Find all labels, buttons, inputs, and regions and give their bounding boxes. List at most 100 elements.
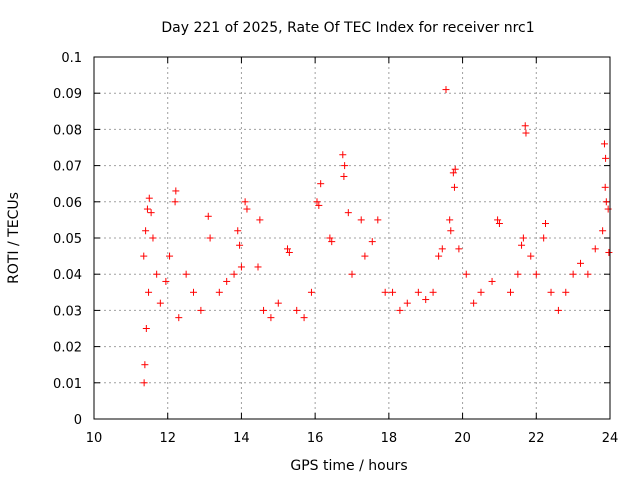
data-point xyxy=(368,238,376,246)
data-point xyxy=(145,288,153,296)
data-point xyxy=(143,205,151,213)
data-point xyxy=(237,263,245,271)
data-point xyxy=(197,306,205,314)
data-point xyxy=(446,216,454,224)
data-point xyxy=(285,248,293,256)
data-point xyxy=(315,201,323,209)
data-point xyxy=(447,227,455,235)
data-point xyxy=(341,162,349,170)
y-tick-label: 0.09 xyxy=(53,87,82,102)
data-point xyxy=(601,183,609,191)
data-points xyxy=(140,86,613,387)
data-point xyxy=(422,296,430,304)
data-point xyxy=(455,245,463,253)
data-point xyxy=(442,86,450,94)
x-tick-label: 12 xyxy=(159,431,176,446)
x-tick-label: 14 xyxy=(233,431,250,446)
y-tick-label: 0.1 xyxy=(61,51,82,66)
data-point xyxy=(153,270,161,278)
data-point xyxy=(477,288,485,296)
data-point xyxy=(514,270,522,278)
x-tick-label: 24 xyxy=(602,431,619,446)
data-point xyxy=(554,306,562,314)
data-point xyxy=(540,234,548,242)
data-point xyxy=(175,314,183,322)
data-point xyxy=(577,259,585,267)
data-point xyxy=(584,270,592,278)
data-point xyxy=(605,248,613,256)
data-point xyxy=(569,270,577,278)
data-point xyxy=(230,270,238,278)
data-point xyxy=(182,270,190,278)
data-point xyxy=(254,263,262,271)
data-point xyxy=(542,220,549,228)
data-point xyxy=(142,325,150,332)
data-point xyxy=(326,234,334,242)
y-tick-label: 0.03 xyxy=(53,304,82,319)
x-tick-label: 10 xyxy=(86,431,103,446)
y-tick-label: 0.08 xyxy=(53,123,82,138)
data-point xyxy=(527,252,535,260)
y-tick-label: 0 xyxy=(74,413,82,428)
data-point xyxy=(340,172,348,180)
data-point xyxy=(604,205,612,213)
data-point xyxy=(374,216,382,224)
grid-lines xyxy=(94,57,610,419)
data-point xyxy=(156,299,164,307)
data-point xyxy=(591,245,599,253)
data-point xyxy=(470,299,478,307)
data-point xyxy=(357,216,365,224)
y-tick-label: 0.07 xyxy=(53,160,82,175)
data-point xyxy=(389,288,397,296)
data-point xyxy=(166,252,174,260)
y-tick-label: 0.02 xyxy=(53,341,82,356)
data-point xyxy=(494,216,502,224)
data-point xyxy=(260,306,268,314)
data-point xyxy=(223,277,231,285)
y-tick-label: 0.05 xyxy=(53,232,82,247)
data-point xyxy=(522,129,530,137)
data-point xyxy=(602,198,610,206)
data-point xyxy=(562,288,570,296)
data-point xyxy=(521,122,529,130)
data-point xyxy=(145,194,153,202)
data-point xyxy=(429,288,437,296)
data-point xyxy=(293,306,301,314)
y-tick-label: 0.06 xyxy=(53,196,82,211)
data-point xyxy=(449,169,457,177)
chart-title: Day 221 of 2025, Rate Of TEC Index for r… xyxy=(161,20,534,36)
data-point xyxy=(506,288,514,296)
data-point xyxy=(140,252,148,260)
data-point xyxy=(300,314,308,322)
data-point xyxy=(140,379,148,387)
y-tick-label: 0.01 xyxy=(53,377,82,392)
data-point xyxy=(147,209,155,217)
data-point xyxy=(381,288,389,296)
data-point xyxy=(141,361,149,369)
data-point xyxy=(396,306,404,314)
data-point xyxy=(344,209,352,217)
data-point xyxy=(190,288,198,296)
x-tick-label: 18 xyxy=(381,431,398,446)
data-point xyxy=(403,299,411,307)
data-point xyxy=(149,234,157,242)
data-point xyxy=(274,299,282,307)
data-point xyxy=(348,270,356,278)
plot-frame xyxy=(93,56,611,420)
data-point xyxy=(361,252,369,260)
axis-ticks xyxy=(93,56,611,420)
data-point xyxy=(241,198,249,206)
data-point xyxy=(438,245,446,253)
data-point xyxy=(162,277,170,285)
data-point xyxy=(600,140,608,148)
data-point xyxy=(284,245,291,253)
x-tick-label: 16 xyxy=(307,431,324,446)
data-point xyxy=(339,151,347,159)
data-point xyxy=(532,270,540,278)
data-point xyxy=(462,270,470,278)
data-point xyxy=(435,252,443,260)
data-point xyxy=(215,288,223,296)
data-point xyxy=(328,238,336,246)
data-point xyxy=(547,288,555,296)
